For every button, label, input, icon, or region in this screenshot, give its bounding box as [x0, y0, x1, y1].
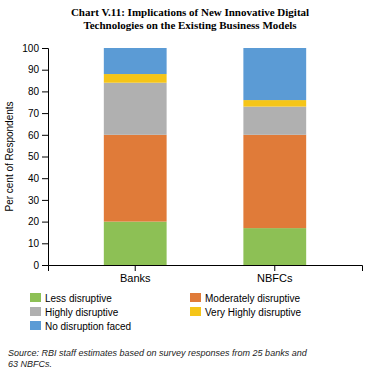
tick-label: 0	[33, 260, 39, 271]
legend-item: Less disruptive	[30, 293, 112, 304]
bar-segment	[243, 228, 306, 265]
tick-mark	[42, 157, 48, 158]
y-axis-label: Per cent of Respondents	[4, 101, 15, 211]
tick-mark	[42, 222, 48, 223]
tick: 0	[33, 260, 48, 271]
tick: 20	[28, 216, 48, 227]
bar-segment	[104, 135, 167, 222]
tick-label: 20	[28, 216, 40, 227]
tick-mark	[42, 200, 48, 201]
bar-segment	[104, 74, 167, 83]
legend-item: Moderately disruptive	[190, 293, 300, 304]
bar-segment	[243, 100, 306, 107]
tick-label: Banks	[120, 272, 151, 284]
tick-label: 70	[28, 108, 40, 119]
tick-mark	[42, 178, 48, 179]
legend-swatch	[190, 293, 201, 302]
tick-label: 80	[28, 86, 40, 97]
tick-mark	[42, 243, 48, 244]
legend-label: Less disruptive	[45, 293, 112, 304]
bar-segment	[104, 48, 167, 74]
tick: 10	[28, 238, 48, 249]
legend-label: No disruption faced	[45, 321, 131, 332]
tick: 40	[28, 173, 48, 184]
legend-label: Moderately disruptive	[205, 293, 300, 304]
legend-label: Highly disruptive	[45, 307, 119, 318]
legend-item: Very Highly disruptive	[190, 307, 302, 318]
chart: Chart V.11: Implications of New Innovati…	[0, 0, 380, 374]
tick-label: 40	[28, 173, 40, 184]
bar-segment	[243, 48, 306, 100]
tick-label: 50	[28, 151, 40, 162]
legend-label: Very Highly disruptive	[205, 307, 302, 318]
tick-mark	[135, 265, 136, 271]
tick: 90	[28, 64, 48, 75]
bar-segment	[104, 83, 167, 135]
legend-item: Highly disruptive	[30, 307, 119, 318]
tick: NBFCs	[257, 265, 293, 284]
y-axis: 0 10 20 30 40 50 60 70 80 90 100	[22, 43, 48, 271]
tick: Banks	[120, 265, 151, 284]
tick: 70	[28, 108, 48, 119]
legend-swatch	[30, 307, 41, 316]
tick: 60	[28, 130, 48, 141]
legend-item: No disruption faced	[30, 321, 131, 332]
tick-mark	[42, 70, 48, 71]
tick-mark	[42, 265, 48, 266]
legend-swatch	[30, 293, 41, 302]
plot: 0 10 20 30 40 50 60 70 80 90 100 Banks NBFCs	[22, 43, 362, 284]
title: Chart V.11: Implications of New Innovati…	[71, 6, 309, 31]
tick-label: 60	[28, 130, 40, 141]
tick-mark	[42, 135, 48, 136]
tick-mark	[42, 91, 48, 92]
source-line: Source: RBI staff estimates based on sur…	[8, 348, 308, 358]
tick: 80	[28, 86, 48, 97]
axis-line	[42, 49, 49, 266]
source: Source: RBI staff estimates based on sur…	[8, 348, 308, 369]
tick-mark	[274, 265, 275, 271]
tick-label: NBFCs	[257, 272, 293, 284]
tick: 100	[22, 43, 48, 54]
tick-label: 30	[28, 195, 40, 206]
legend: Less disruptive Moderately disruptive High…	[30, 293, 302, 332]
tick: 30	[28, 195, 48, 206]
tick-label: 10	[28, 238, 40, 249]
legend-swatch	[30, 321, 41, 330]
tick-label: 90	[28, 64, 40, 75]
title-line: Chart V.11: Implications of New Innovati…	[71, 6, 309, 18]
bar-segment	[104, 222, 167, 265]
tick-mark	[42, 48, 48, 49]
x-axis: Banks NBFCs	[49, 265, 363, 284]
legend-swatch	[190, 307, 201, 316]
source-line: 63 NBFCs.	[8, 359, 52, 369]
axis-line	[49, 266, 363, 272]
bars	[104, 48, 306, 265]
tick: 50	[28, 151, 48, 162]
tick-label: 100	[22, 43, 39, 54]
bar-segment	[243, 107, 306, 135]
title-line: Technologies on the Existing Business Mo…	[83, 19, 297, 31]
bar-segment	[243, 135, 306, 228]
tick-mark	[42, 113, 48, 114]
